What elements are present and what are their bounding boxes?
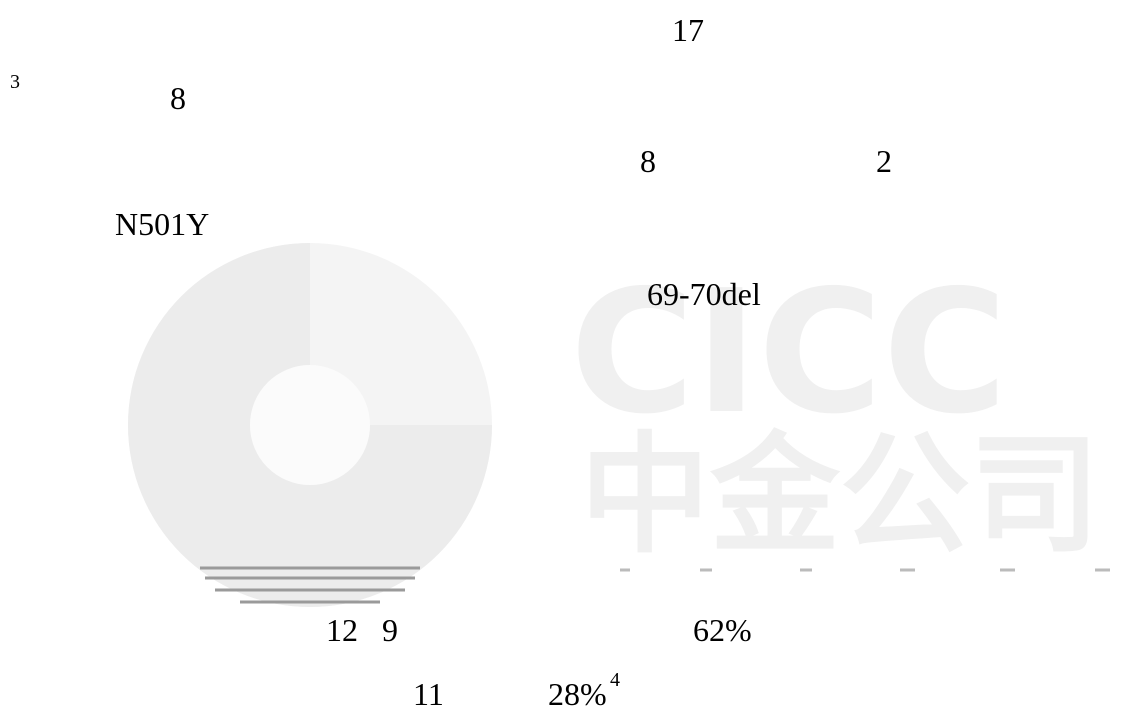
- text: 11: [413, 676, 444, 712]
- text: 69-70del: [647, 276, 761, 312]
- text: 8: [640, 143, 656, 179]
- logo-inner: [128, 243, 492, 607]
- text: 62%: [693, 612, 752, 648]
- text: 12: [326, 612, 358, 648]
- text: N501Y: [115, 206, 210, 242]
- text: 28%: [548, 676, 607, 712]
- superscript: 4: [610, 669, 620, 691]
- text: 8: [170, 80, 186, 116]
- watermark-chinese: 中金公司: [580, 419, 1101, 571]
- text: 17: [672, 12, 704, 48]
- text: 2: [876, 143, 892, 179]
- text: 9: [382, 612, 398, 648]
- superscript: 3: [10, 71, 20, 93]
- scan-lines: [200, 566, 420, 604]
- logo-hole: [250, 365, 370, 485]
- watermark-latin: CICC: [570, 254, 1008, 452]
